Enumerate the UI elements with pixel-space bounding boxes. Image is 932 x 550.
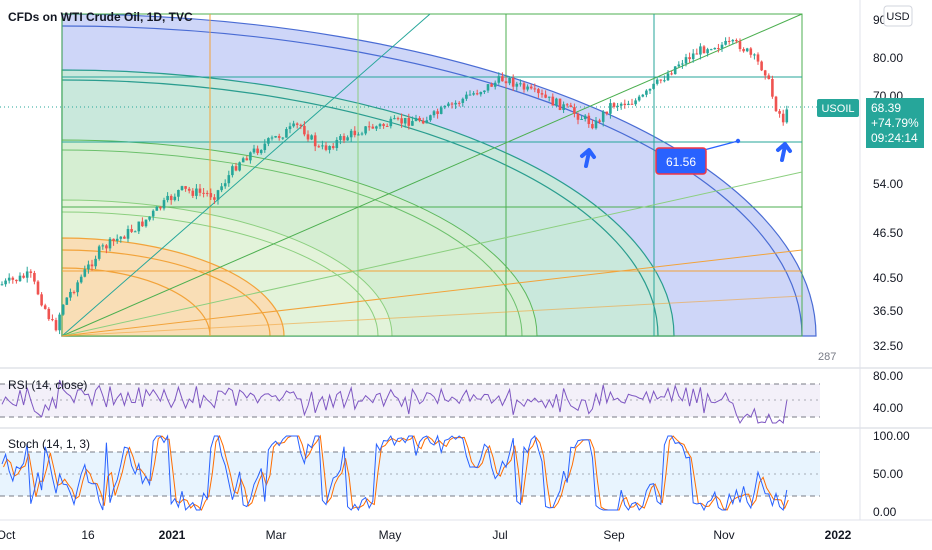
stoch-tick-0: 0.00 <box>873 505 897 519</box>
time-label-mar: Mar <box>266 528 287 542</box>
fan-orange-arc-2 <box>61 249 271 337</box>
price-callout[interactable]: 61.56 <box>655 138 741 175</box>
stoch-tick-50: 50.00 <box>873 467 903 481</box>
rsi-label: RSI (14, close) <box>8 378 87 392</box>
price-callout-label: 61.56 <box>666 155 696 169</box>
price-tick-80: 80.00 <box>873 51 903 65</box>
time-label-16: 16 <box>81 528 95 542</box>
price-axis[interactable]: 90.00 80.00 70.00 54.00 46.50 40.50 36.5… <box>817 5 924 519</box>
rsi-pane[interactable]: RSI (14, close) <box>0 378 820 425</box>
currency-button-label: USD <box>886 11 909 23</box>
time-label-jul: Jul <box>492 528 507 542</box>
price-tick-46-5: 46.50 <box>873 226 903 240</box>
price-tick-40-5: 40.50 <box>873 271 903 285</box>
up-arrow-annotation-1[interactable] <box>580 148 596 168</box>
time-label-oct: Oct <box>0 528 16 542</box>
stoch-tick-100: 100.00 <box>873 429 910 443</box>
fan-teal-arc-2 <box>61 79 659 337</box>
time-axis[interactable]: Oct 16 2021 Mar May Jul Sep Nov 2022 <box>0 528 852 542</box>
stoch-label: Stoch (14, 1, 3) <box>8 437 90 451</box>
main-price-pane[interactable]: 61.56 CFDs on WTI Crude Oil, 1D, TVC 287 <box>0 10 860 363</box>
currency-button[interactable]: USD <box>883 5 913 27</box>
up-arrow-annotation-2[interactable] <box>776 142 792 162</box>
time-label-may: May <box>379 528 402 542</box>
rsi-tick-40: 40.00 <box>873 401 903 415</box>
fan-orange-arc-3 <box>61 267 211 337</box>
time-label-sep: Sep <box>603 528 625 542</box>
price-tick-36-5: 36.50 <box>873 304 903 318</box>
fib-count-label: 287 <box>818 351 836 363</box>
fan-lines <box>61 13 803 337</box>
chart-title: CFDs on WTI Crude Oil, 1D, TVC <box>8 10 193 24</box>
price-tag-change: +74.79% <box>871 116 919 130</box>
symbol-tag-label: USOIL <box>821 103 854 115</box>
price-tag[interactable]: 68.39 +74.79% 09:24:14 <box>866 98 924 148</box>
price-tick-54: 54.00 <box>873 177 903 191</box>
fan-lightgreen-arc-2 <box>61 211 379 337</box>
stoch-d-line <box>3 434 789 511</box>
symbol-tag[interactable]: USOIL <box>817 99 859 117</box>
time-label-nov: Nov <box>713 528 734 542</box>
time-label-2022: 2022 <box>825 528 852 542</box>
candlestick-series[interactable] <box>0 36 789 335</box>
stoch-k-line <box>1 434 788 512</box>
stoch-pane[interactable]: Stoch (14, 1, 3) <box>0 434 820 512</box>
fib-speed-fan-drawing[interactable] <box>61 13 817 337</box>
fan-green-arc-2 <box>61 149 523 337</box>
time-label-2021: 2021 <box>159 528 186 542</box>
price-tick-32-5: 32.50 <box>873 339 903 353</box>
rsi-line <box>1 379 788 425</box>
price-tag-countdown: 09:24:14 <box>871 131 918 145</box>
price-tag-price: 68.39 <box>871 101 901 115</box>
rsi-tick-80: 80.00 <box>873 369 903 383</box>
fan-grid-box <box>61 13 803 337</box>
